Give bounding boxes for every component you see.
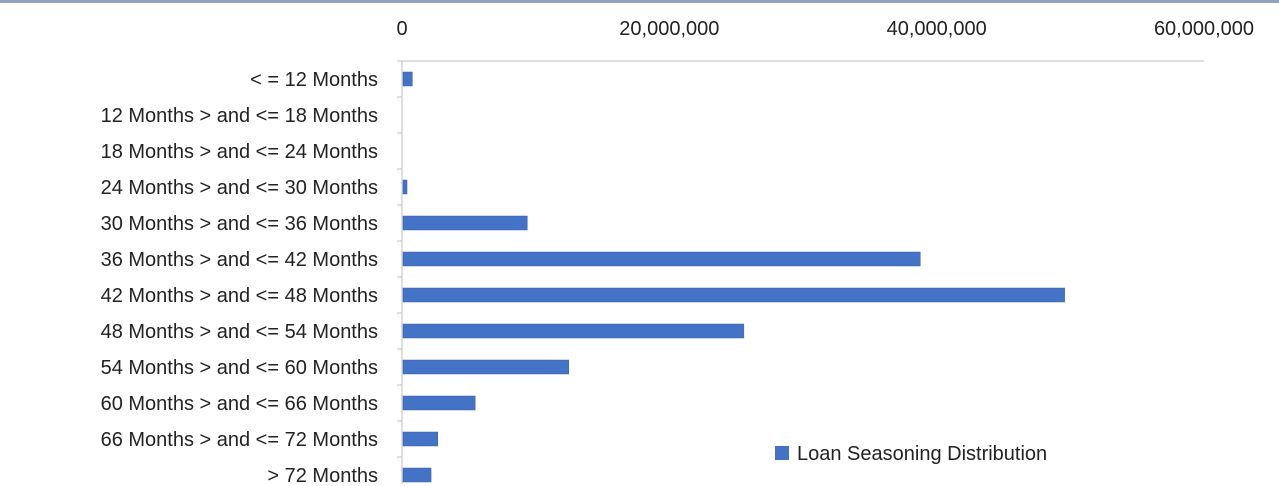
category-label: < = 12 Months [250,69,378,91]
category-label: 30 Months > and <= 36 Months [101,213,378,235]
category-label: 42 Months > and <= 48 Months [101,285,378,307]
category-label: > 72 Months [267,465,378,486]
category-label: 66 Months > and <= 72 Months [101,429,378,451]
x-tick-labels: 0 20,000,000 40,000,000 60,000,000 [396,18,1254,40]
bar [402,287,1065,303]
bar [402,71,413,87]
x-tick-label: 20,000,000 [619,18,719,40]
x-tick-label: 40,000,000 [887,18,987,40]
category-label: 18 Months > and <= 24 Months [101,141,378,163]
legend-label: Loan Seasoning Distribution [797,443,1047,465]
category-label: 48 Months > and <= 54 Months [101,321,378,343]
x-tick-label: 0 [396,18,407,40]
category-label: 24 Months > and <= 30 Months [101,177,378,199]
category-label: 12 Months > and <= 18 Months [101,105,378,127]
legend-swatch [775,446,789,460]
x-tick-label: 60,000,000 [1154,18,1254,40]
axes [397,60,1204,484]
category-label: 36 Months > and <= 42 Months [101,249,378,271]
category-labels: < = 12 Months 12 Months > and <= 18 Month… [101,69,378,486]
top-border [0,0,1279,3]
legend: Loan Seasoning Distribution [775,443,1047,465]
bar [402,251,921,267]
bar [402,323,745,339]
bar [402,179,408,195]
bar [402,359,569,375]
bar [402,467,432,483]
bar [402,395,476,411]
category-label: 54 Months > and <= 60 Months [101,357,378,379]
bar [402,431,439,447]
bars [402,71,1065,483]
bar [402,215,528,231]
category-label: 60 Months > and <= 66 Months [101,393,378,415]
